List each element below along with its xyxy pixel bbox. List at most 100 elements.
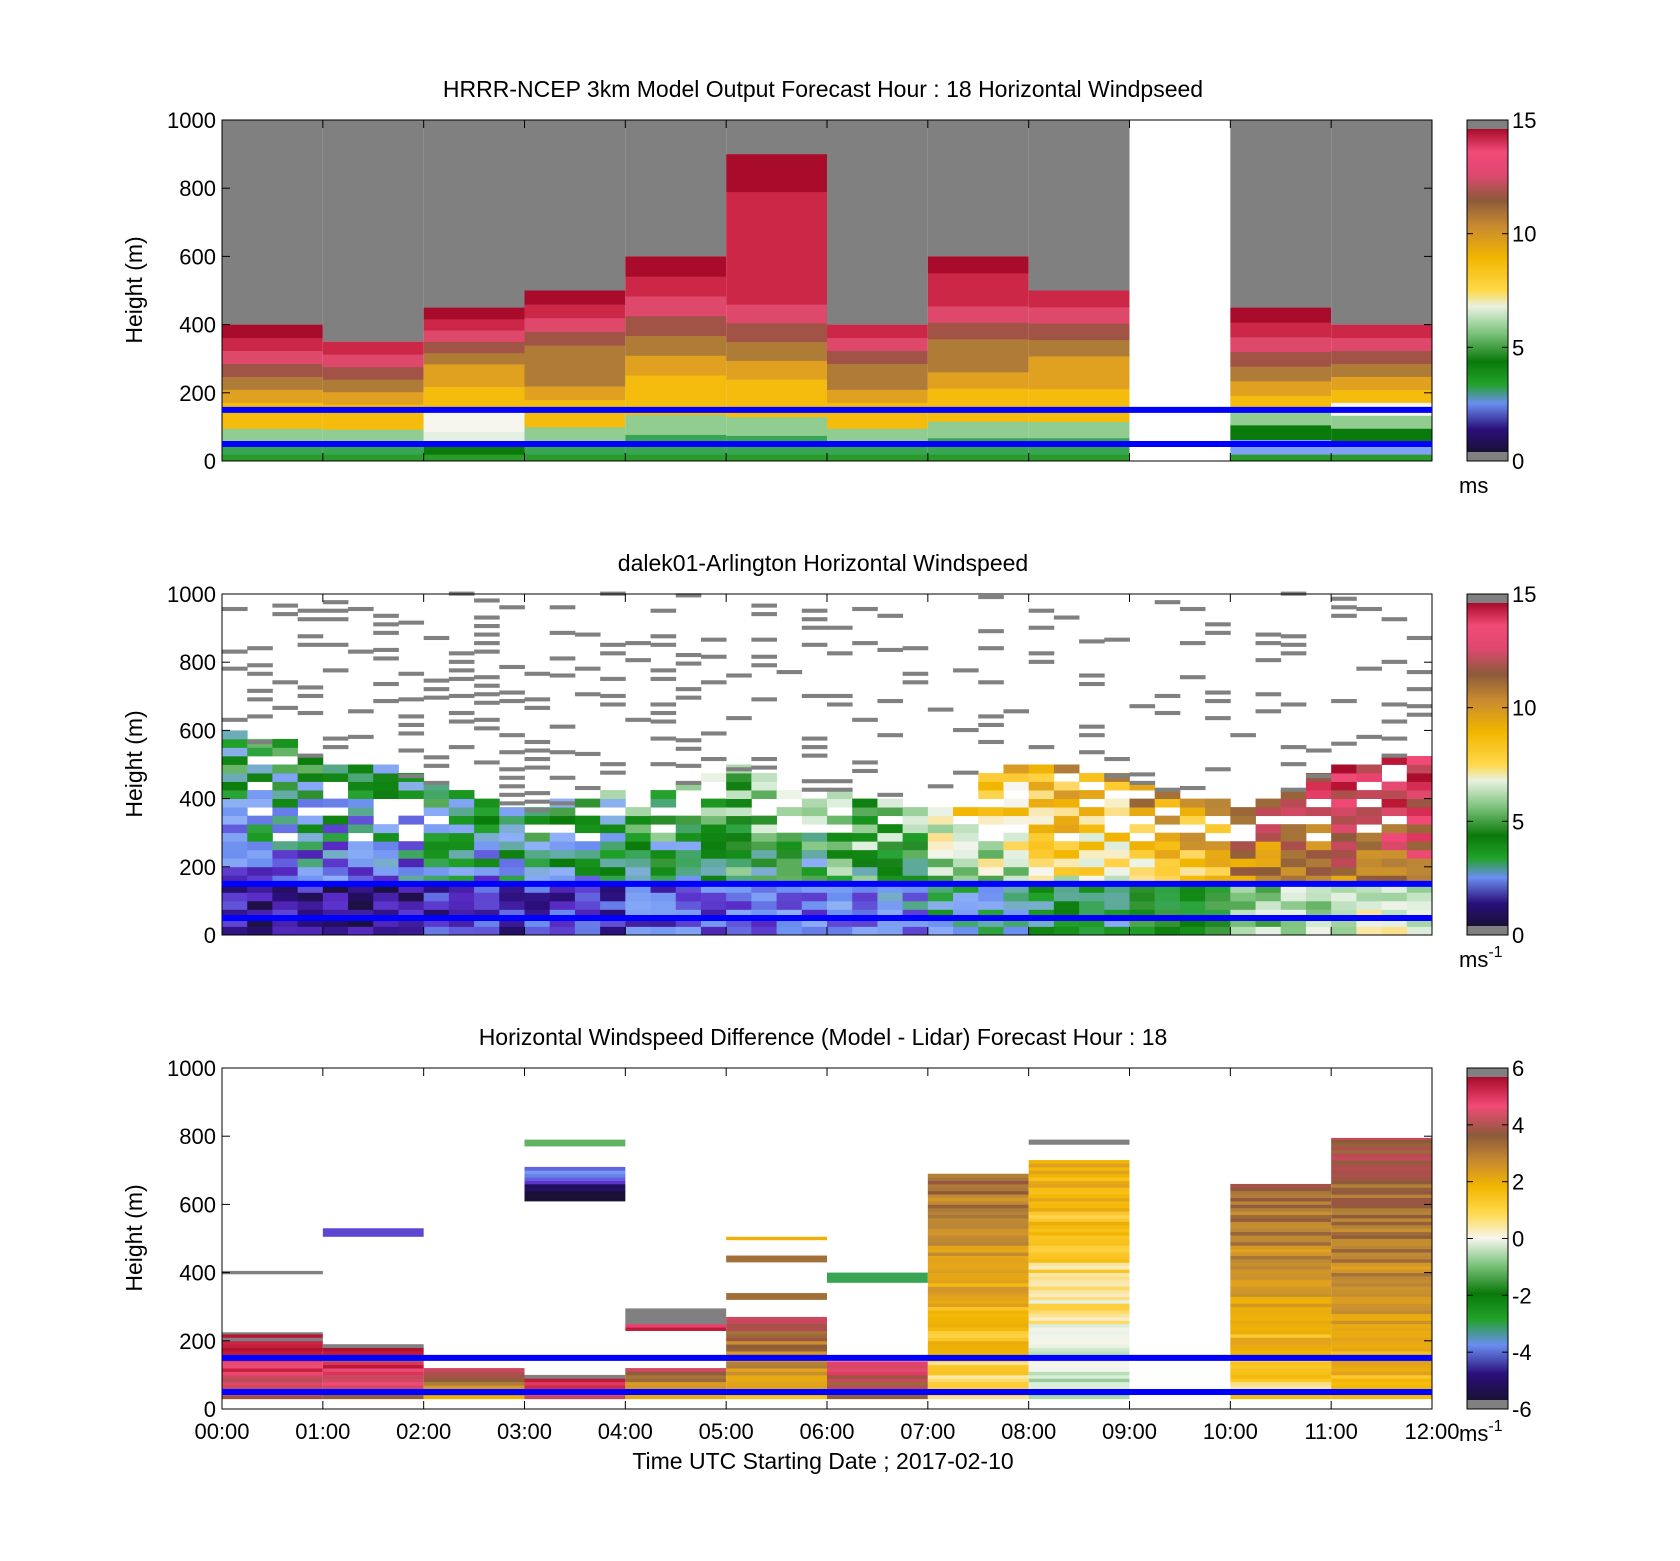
lidar-cell bbox=[448, 824, 475, 834]
lidar-missing-cell bbox=[423, 695, 450, 700]
lidar-missing-cell bbox=[222, 717, 248, 722]
lidar-missing-cell bbox=[1104, 637, 1130, 642]
y-tick-label: 0 bbox=[204, 923, 216, 948]
lidar-cell bbox=[1079, 849, 1105, 859]
lidar-cell bbox=[776, 900, 803, 910]
colorbar-tick-label: 0 bbox=[1512, 449, 1524, 474]
difference-cell bbox=[222, 1332, 323, 1335]
lidar-missing-cell bbox=[751, 612, 777, 617]
difference-cell bbox=[1331, 1265, 1432, 1270]
difference-cell bbox=[1230, 1279, 1332, 1284]
colorbar-over bbox=[1467, 594, 1508, 603]
lidar-cell bbox=[1129, 892, 1156, 902]
colorbar-unit-exponent: -1 bbox=[1488, 944, 1502, 961]
lidar-cell bbox=[448, 815, 475, 825]
y-tick-label: 800 bbox=[179, 1124, 216, 1149]
model-cell bbox=[625, 276, 727, 297]
lidar-cell bbox=[776, 841, 803, 851]
lidar-missing-cell bbox=[1154, 693, 1181, 699]
lidar-cell bbox=[222, 900, 248, 910]
lidar-cell bbox=[272, 841, 299, 851]
difference-cell bbox=[1230, 1289, 1332, 1294]
difference-cell bbox=[1230, 1214, 1332, 1219]
difference-cell bbox=[1331, 1235, 1432, 1239]
difference-cell bbox=[1230, 1385, 1332, 1389]
lidar-cell bbox=[1331, 781, 1357, 791]
colorbar-unit: ms-1 bbox=[1459, 944, 1503, 972]
lidar-cell bbox=[322, 866, 349, 876]
lidar-cell bbox=[1381, 909, 1408, 919]
lidar-cell bbox=[1053, 900, 1080, 910]
model-cell bbox=[423, 454, 525, 461]
lidar-cell bbox=[978, 807, 1004, 817]
lidar-cell bbox=[1028, 824, 1055, 834]
colorbar-gradient bbox=[1467, 129, 1508, 452]
difference-cell bbox=[625, 1316, 727, 1321]
lidar-cell bbox=[1381, 790, 1408, 799]
lidar-cell bbox=[700, 926, 727, 936]
lidar-cell bbox=[1305, 807, 1332, 817]
difference-cell bbox=[1028, 1320, 1130, 1325]
lidar-cell bbox=[474, 832, 500, 842]
lidar-missing-cell bbox=[600, 676, 626, 681]
panel-lidar: dalek01-Arlington Horizontal Windspeed H… bbox=[121, 550, 1536, 972]
lidar-cell bbox=[423, 875, 450, 885]
lidar-cell bbox=[600, 900, 626, 910]
difference-cell bbox=[1331, 1139, 1432, 1144]
difference-cell bbox=[1331, 1320, 1432, 1325]
lidar-cell bbox=[373, 926, 399, 936]
difference-cell bbox=[1230, 1340, 1332, 1345]
lidar-cell bbox=[625, 917, 651, 927]
lidar-missing-cell bbox=[1079, 724, 1105, 729]
difference-cell bbox=[827, 1272, 928, 1283]
difference-cell bbox=[1028, 1361, 1130, 1366]
difference-cell bbox=[1230, 1231, 1332, 1236]
difference-cell bbox=[1028, 1224, 1130, 1229]
lidar-cell bbox=[1331, 849, 1357, 859]
lidar-cell bbox=[1154, 883, 1181, 893]
difference-cell bbox=[1331, 1177, 1432, 1181]
lidar-cell bbox=[524, 841, 551, 851]
lidar-cell bbox=[1230, 866, 1256, 876]
lidar-cell bbox=[700, 875, 727, 885]
difference-cell bbox=[927, 1282, 1029, 1287]
difference-cell bbox=[1028, 1177, 1130, 1181]
difference-cell bbox=[1331, 1330, 1432, 1335]
lidar-missing-cell bbox=[549, 775, 576, 780]
lidar-cell bbox=[474, 858, 500, 868]
lidar-cell bbox=[1280, 798, 1307, 808]
lidar-cell bbox=[448, 900, 475, 910]
lidar-cell bbox=[272, 773, 299, 782]
lidar-cell bbox=[272, 892, 299, 902]
difference-cell bbox=[1230, 1238, 1332, 1243]
model-cell bbox=[423, 442, 525, 455]
model-cell bbox=[726, 172, 827, 193]
lidar-cell bbox=[574, 875, 601, 885]
difference-cell bbox=[1028, 1323, 1130, 1328]
lidar-cell bbox=[1331, 832, 1357, 842]
lidar-cell bbox=[549, 875, 576, 885]
x-tick-label: 03:00 bbox=[497, 1419, 552, 1444]
lidar-cell bbox=[322, 909, 349, 919]
lidar-cell bbox=[675, 824, 702, 834]
lidar-cell bbox=[1406, 883, 1433, 893]
plot-area bbox=[222, 591, 1433, 936]
model-cell bbox=[222, 363, 323, 377]
difference-cell bbox=[1331, 1173, 1432, 1178]
model-cell bbox=[322, 354, 424, 368]
lidar-cell bbox=[247, 798, 273, 808]
difference-cell bbox=[827, 1381, 928, 1386]
lidar-cell bbox=[222, 773, 248, 782]
lidar-cell bbox=[600, 824, 626, 834]
lidar-missing-cell bbox=[675, 687, 702, 692]
lidar-cell bbox=[448, 849, 475, 859]
lidar-cell bbox=[650, 883, 677, 893]
lidar-cell bbox=[448, 883, 475, 893]
above-model-top bbox=[423, 120, 525, 308]
lidar-missing-cell bbox=[902, 671, 929, 676]
lidar-cell bbox=[373, 892, 399, 902]
lidar-cell bbox=[700, 858, 727, 868]
lidar-cell bbox=[1305, 883, 1332, 893]
lidar-missing-cell bbox=[852, 768, 878, 774]
lidar-cell bbox=[524, 875, 551, 885]
